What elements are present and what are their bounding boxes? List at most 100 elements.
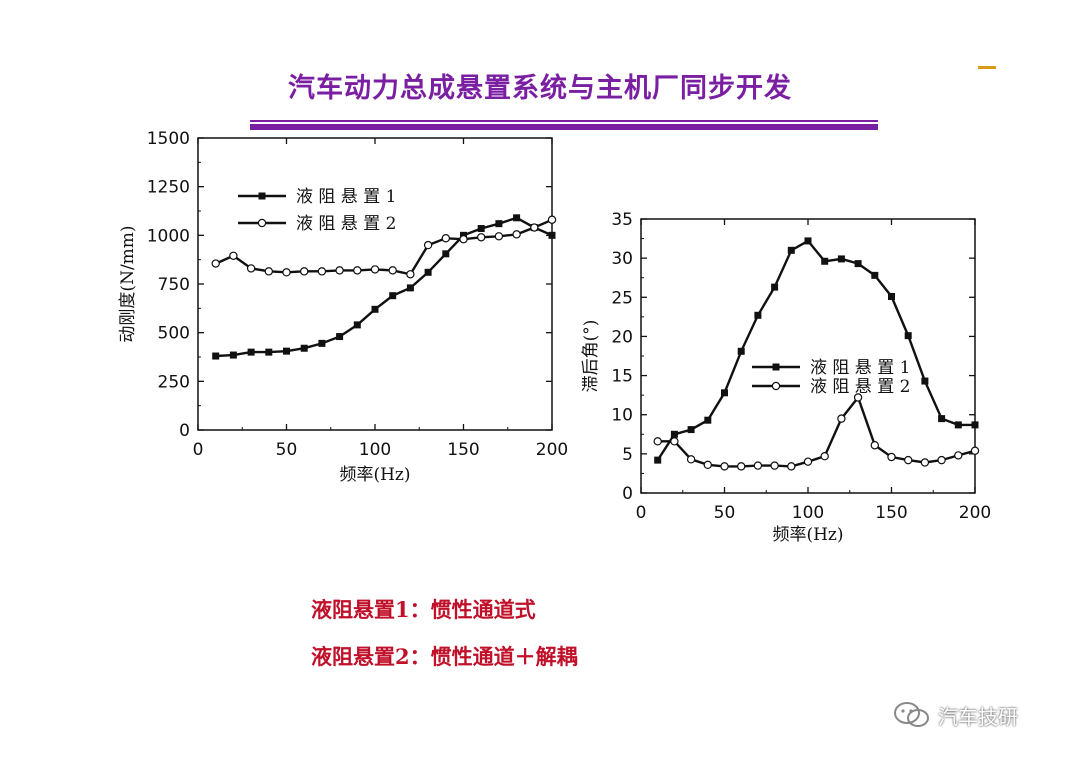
data-point: [804, 237, 812, 245]
data-point: [353, 321, 361, 329]
data-point: [229, 251, 238, 260]
data-point: [547, 215, 557, 224]
data-point: [771, 283, 779, 291]
y-axis-title: 滞后角(°): [581, 320, 601, 393]
data-point: [512, 230, 521, 239]
data-point: [754, 311, 762, 319]
plot-frame: [640, 218, 976, 494]
data-point: [495, 220, 503, 228]
data-point: [247, 348, 255, 356]
y-tick-label: 20: [611, 327, 633, 347]
data-point: [971, 421, 979, 429]
legend-label: 液 阻 悬 置 1: [296, 187, 396, 207]
y-tick-label: 25: [611, 288, 633, 308]
x-axis-title: 频率(Hz): [772, 525, 843, 545]
legend-label: 液 阻 悬 置 1: [810, 358, 910, 378]
data-point: [336, 333, 344, 341]
data-point: [887, 452, 896, 462]
data-point: [854, 260, 862, 268]
data-point: [264, 267, 273, 276]
data-point: [720, 462, 729, 471]
x-axis-title: 频率(Hz): [339, 465, 410, 485]
data-point: [335, 266, 344, 275]
data-point: [513, 214, 521, 222]
y-tick-label: 250: [158, 372, 190, 392]
y-tick-label: 750: [158, 275, 190, 295]
data-point: [246, 264, 256, 273]
data-point: [211, 259, 220, 268]
data-point: [283, 347, 290, 355]
series-line-2: [657, 395, 976, 468]
x-tick-label: 150: [875, 503, 907, 523]
x-tick-label: 100: [792, 503, 824, 523]
data-point: [265, 348, 273, 356]
data-point: [853, 393, 863, 402]
data-point: [406, 284, 414, 292]
y-tick-label: 15: [611, 367, 633, 387]
y-tick-label: 500: [158, 324, 190, 344]
data-point: [837, 255, 845, 263]
data-point: [737, 462, 746, 471]
data-point: [904, 455, 913, 465]
legend-marker: [257, 218, 267, 228]
x-tick-label: 200: [536, 440, 568, 460]
data-point: [770, 461, 779, 470]
y-axis-title: 动刚度(N/mm): [118, 225, 138, 342]
legend-label: 液 阻 悬 置 2: [296, 214, 396, 234]
data-point: [423, 240, 433, 250]
data-point: [921, 377, 929, 385]
data-point: [459, 235, 468, 244]
data-point: [837, 414, 846, 423]
legend-marker: [771, 381, 781, 391]
y-tick-label: 30: [611, 249, 633, 269]
x-tick-label: 50: [714, 503, 736, 523]
data-point: [406, 270, 415, 279]
y-tick-label: 0: [179, 421, 190, 441]
chart-stiffness: 0 50 100 150 200 0 250 500 750 1000 1250 1500 频率(Hz)…: [118, 129, 568, 485]
x-tick-label: 100: [359, 440, 391, 460]
data-point: [753, 461, 763, 470]
wechat-icon: [894, 702, 929, 727]
data-point: [954, 451, 963, 460]
data-point: [787, 246, 795, 254]
note-mount-2: 液阻悬置2：惯性通道＋解耦: [311, 644, 578, 669]
data-point: [670, 437, 679, 446]
title-underline-thin: [250, 120, 878, 122]
data-point: [821, 257, 829, 265]
data-point: [803, 457, 813, 466]
data-point: [229, 351, 237, 359]
data-point: [870, 441, 880, 450]
data-point: [424, 268, 432, 276]
data-point: [654, 456, 662, 464]
data-point: [317, 267, 327, 276]
data-point: [703, 460, 713, 470]
data-point: [920, 458, 930, 467]
data-point: [548, 231, 556, 239]
data-point: [300, 344, 308, 352]
data-point: [530, 223, 539, 232]
data-point: [871, 271, 879, 279]
data-point: [938, 415, 946, 423]
watermark-text: 汽车技研: [938, 704, 1018, 729]
legend-label: 液 阻 悬 置 2: [810, 377, 910, 397]
y-tick-label: 0: [622, 484, 633, 504]
plot-frame: [197, 137, 553, 431]
data-point: [687, 426, 695, 434]
data-point: [970, 446, 980, 455]
y-tick-label: 1500: [147, 129, 190, 149]
data-point: [441, 234, 450, 243]
y-tick-label: 1000: [147, 226, 190, 246]
data-point: [389, 292, 397, 300]
data-point: [388, 266, 397, 275]
data-point: [442, 250, 450, 258]
data-point: [721, 389, 728, 397]
data-point: [888, 293, 895, 301]
data-point: [371, 305, 379, 313]
title-underline-thick: [250, 124, 878, 130]
data-point: [820, 452, 829, 461]
data-point: [282, 268, 291, 277]
x-tick-label: 150: [447, 440, 479, 460]
data-point: [937, 455, 946, 465]
series-line-1: [656, 239, 975, 461]
